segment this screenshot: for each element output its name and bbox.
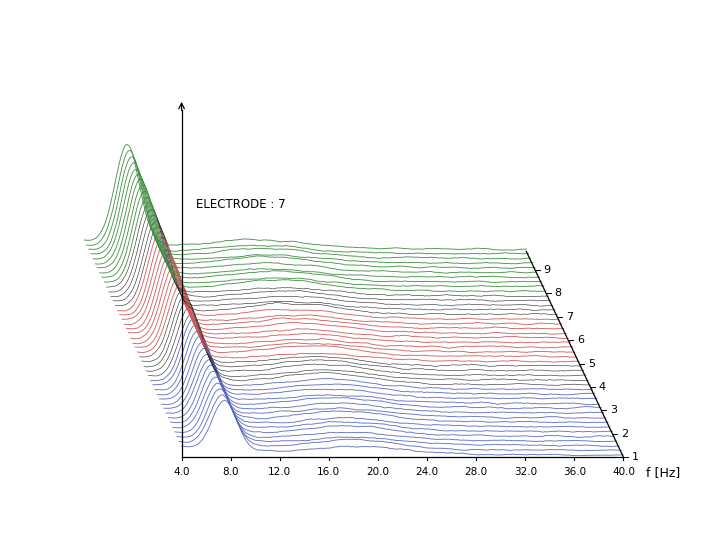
Text: 40.0: 40.0 — [612, 467, 635, 477]
Text: 1: 1 — [632, 452, 639, 462]
Text: 16.0: 16.0 — [318, 467, 341, 477]
Text: 3: 3 — [610, 406, 617, 415]
Text: 36.0: 36.0 — [563, 467, 586, 477]
Text: 8: 8 — [554, 288, 562, 299]
Text: 5: 5 — [588, 359, 595, 369]
Text: 4: 4 — [599, 382, 606, 392]
Text: f [Hz]: f [Hz] — [646, 466, 680, 479]
Text: 28.0: 28.0 — [464, 467, 487, 477]
Text: 20.0: 20.0 — [366, 467, 390, 477]
Text: 7: 7 — [566, 312, 573, 322]
Text: ELECTRODE : 7: ELECTRODE : 7 — [197, 198, 286, 211]
Text: 6: 6 — [577, 335, 584, 345]
Text: 24.0: 24.0 — [415, 467, 438, 477]
Text: 4.0: 4.0 — [174, 467, 190, 477]
Text: 2: 2 — [621, 429, 628, 439]
Text: 32.0: 32.0 — [513, 467, 537, 477]
Text: 9: 9 — [544, 265, 551, 275]
Text: 8.0: 8.0 — [222, 467, 239, 477]
Text: 12.0: 12.0 — [269, 467, 292, 477]
